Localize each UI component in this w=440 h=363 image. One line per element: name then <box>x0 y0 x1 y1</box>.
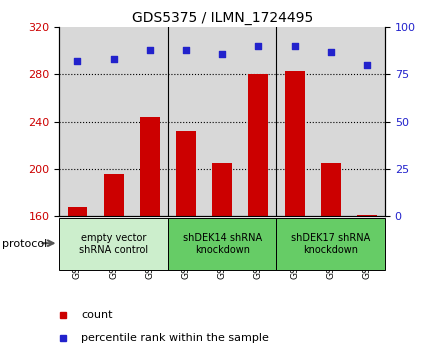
Bar <box>276 218 385 270</box>
Text: percentile rank within the sample: percentile rank within the sample <box>81 333 269 343</box>
Point <box>147 47 154 53</box>
Bar <box>249 74 268 216</box>
Bar <box>313 27 349 216</box>
Bar <box>285 71 304 216</box>
Bar <box>168 27 204 216</box>
Bar <box>68 207 88 216</box>
Point <box>291 43 298 49</box>
Point <box>219 51 226 57</box>
Point <box>363 62 370 68</box>
Bar <box>321 163 341 216</box>
Text: shDEK17 shRNA
knockdown: shDEK17 shRNA knockdown <box>291 233 370 255</box>
Point <box>110 56 117 62</box>
Bar <box>357 215 377 216</box>
Bar <box>59 27 95 216</box>
Bar <box>276 27 313 216</box>
Text: empty vector
shRNA control: empty vector shRNA control <box>79 233 148 255</box>
Text: protocol: protocol <box>2 239 48 249</box>
Bar <box>212 163 232 216</box>
Bar <box>140 117 160 216</box>
Bar <box>176 131 196 216</box>
Bar <box>204 27 240 216</box>
Text: count: count <box>81 310 113 319</box>
Bar <box>95 27 132 216</box>
Point <box>255 43 262 49</box>
Point <box>327 49 334 55</box>
Text: shDEK14 shRNA
knockdown: shDEK14 shRNA knockdown <box>183 233 262 255</box>
Bar <box>104 174 124 216</box>
Point <box>183 47 190 53</box>
Bar <box>240 27 276 216</box>
Title: GDS5375 / ILMN_1724495: GDS5375 / ILMN_1724495 <box>132 11 313 25</box>
Bar <box>132 27 168 216</box>
Bar <box>168 218 276 270</box>
Bar <box>59 218 168 270</box>
Point <box>74 58 81 64</box>
Bar <box>349 27 385 216</box>
